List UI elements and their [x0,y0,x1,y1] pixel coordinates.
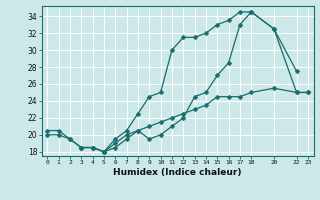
X-axis label: Humidex (Indice chaleur): Humidex (Indice chaleur) [113,168,242,177]
